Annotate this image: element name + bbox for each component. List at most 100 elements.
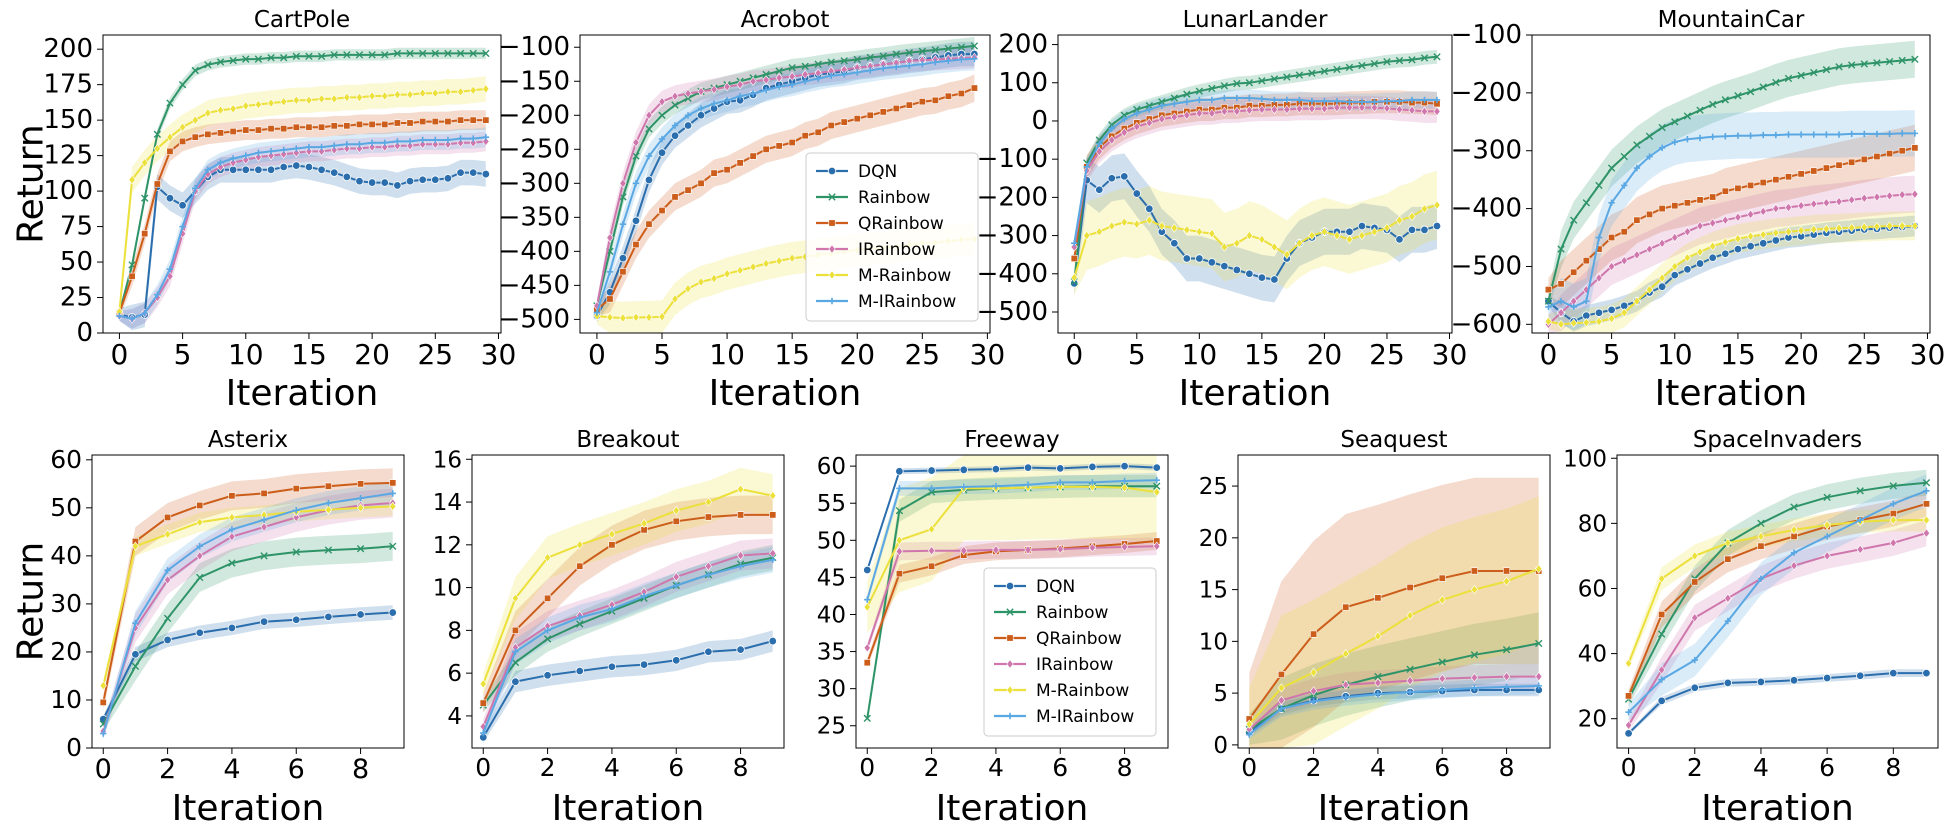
point-M-IRainbow-marker — [919, 61, 926, 68]
legend-label: IRainbow — [1036, 655, 1114, 675]
legend-label: Rainbow — [858, 188, 931, 208]
point-QRainbow-marker — [141, 230, 149, 238]
point-IRainbow-marker — [1208, 108, 1216, 119]
point-QRainbow-marker — [775, 142, 783, 150]
point-QRainbow-marker — [710, 169, 718, 177]
point-QRainbow-marker — [576, 562, 584, 570]
point-Rainbow-marker — [814, 60, 822, 68]
point-M-Rainbow-marker — [895, 535, 903, 545]
point-M-Rainbow-marker — [1721, 237, 1729, 247]
point-DQN-marker — [1624, 729, 1633, 738]
x-tick-label: 5 — [1603, 338, 1621, 371]
line-Rainbow — [1627, 481, 1927, 700]
point-M-Rainbow-marker — [1683, 253, 1691, 263]
point-QRainbow-marker — [928, 562, 936, 570]
y-tick-label: 60 — [50, 445, 82, 474]
point-M-Rainbow-marker — [1885, 221, 1894, 231]
y-tick-label: 100 — [1563, 446, 1607, 472]
point-Rainbow-marker — [178, 80, 187, 89]
point-M-Rainbow-marker — [1383, 223, 1391, 233]
point-QRainbow-marker — [1873, 153, 1881, 161]
point-Rainbow-marker — [444, 49, 452, 58]
point-QRainbow-marker — [1734, 184, 1742, 192]
point-IRainbow-marker — [482, 136, 490, 147]
point-IRainbow-marker — [1645, 244, 1654, 254]
point-M-IRainbow-marker — [1283, 96, 1291, 104]
point-Rainbow-marker — [191, 66, 199, 75]
point-M-Rainbow-marker — [1108, 221, 1116, 231]
line-M-Rainbow — [102, 505, 393, 686]
point-Rainbow-marker — [970, 42, 979, 50]
point-M-IRainbow-marker — [864, 596, 871, 603]
point-DQN-marker — [355, 176, 364, 186]
x-tick-label: 0 — [1241, 753, 1257, 782]
point-QRainbow-marker — [318, 123, 326, 131]
point-IRainbow-marker — [330, 145, 338, 155]
point-Rainbow-marker — [1885, 57, 1894, 66]
point-M-IRainbow-marker — [419, 136, 426, 144]
x-tick-label: 0 — [1621, 753, 1637, 782]
y-tick-label: 10 — [1199, 629, 1228, 655]
band-M-Rainbow — [867, 455, 1157, 633]
point-M-IRainbow-marker — [166, 265, 174, 273]
point-M-IRainbow-marker — [100, 730, 107, 737]
line-Rainbow — [1073, 55, 1438, 282]
point-M-IRainbow-marker — [1873, 130, 1881, 138]
point-IRainbow-marker — [928, 545, 936, 556]
point-M-IRainbow-marker — [608, 605, 616, 613]
point-Rainbow-marker — [1595, 181, 1603, 190]
point-M-Rainbow-marker — [1095, 227, 1103, 237]
point-Rainbow-marker — [1658, 123, 1666, 132]
point-M-IRainbow-marker — [1246, 94, 1253, 102]
point-M-Rainbow-marker — [1790, 525, 1798, 535]
point-QRainbow-marker — [330, 122, 338, 130]
point-IRainbow-marker — [1220, 106, 1228, 117]
y-tick-label: 6 — [447, 661, 462, 687]
y-tick-label: 100 — [998, 68, 1048, 98]
point-QRainbow-marker — [280, 125, 288, 133]
x-tick-label: 20 — [354, 338, 390, 371]
point-M-IRainbow-marker — [1835, 131, 1843, 138]
point-DQN-marker — [1145, 204, 1154, 214]
point-M-Rainbow-marker — [1658, 273, 1666, 283]
band-Rainbow — [483, 544, 773, 712]
point-M-IRainbow-marker — [1724, 617, 1732, 625]
point-M-IRainbow-marker — [229, 155, 237, 162]
legend-marker — [827, 166, 837, 176]
point-M-IRainbow-marker — [1557, 297, 1565, 305]
point-M-IRainbow-marker — [1747, 132, 1754, 139]
band-QRainbow — [103, 468, 393, 710]
point-IRainbow-marker — [1595, 273, 1603, 283]
legend: DQN Rainbow QRainbow IRainbow M-Rainbow M-IRa… — [805, 152, 979, 322]
point-M-IRainbow-marker — [164, 567, 171, 574]
x-tick-label: 5 — [653, 338, 671, 371]
legend-label: M-IRainbow — [1036, 707, 1134, 727]
point-QRainbow-marker — [801, 132, 809, 140]
point-Rainbow-marker — [406, 49, 414, 58]
point-IRainbow-marker — [1383, 103, 1391, 114]
point-IRainbow-marker — [697, 86, 705, 97]
point-IRainbow-marker — [1721, 215, 1729, 225]
point-M-IRainbow-marker — [293, 145, 300, 152]
point-M-Rainbow-marker — [1658, 574, 1666, 584]
point-Rainbow-marker — [456, 49, 465, 58]
x-tick-label: 15 — [291, 338, 327, 371]
point-M-Rainbow-marker — [1503, 576, 1511, 587]
point-Rainbow-marker — [1557, 245, 1565, 253]
point-QRainbow-marker — [1784, 173, 1792, 181]
point-QRainbow-marker — [1822, 164, 1830, 172]
point-M-Rainbow-marker — [1333, 230, 1341, 241]
point-QRainbow-marker — [393, 119, 401, 127]
y-tick-label: 150 — [43, 105, 93, 135]
point-M-IRainbow-marker — [1595, 234, 1603, 241]
point-IRainbow-marker — [1342, 680, 1350, 690]
y-tick-label: 175 — [43, 70, 93, 100]
point-M-IRainbow-marker — [1503, 683, 1510, 691]
chart-title: Asterix — [208, 427, 288, 453]
point-M-Rainbow-marker — [406, 89, 414, 100]
point-IRainbow-marker — [992, 545, 1000, 555]
point-IRainbow-marker — [1620, 255, 1628, 266]
point-M-IRainbow-marker — [896, 485, 903, 492]
point-QRainbow-marker — [671, 193, 679, 201]
point-M-IRainbow-marker — [432, 136, 439, 144]
